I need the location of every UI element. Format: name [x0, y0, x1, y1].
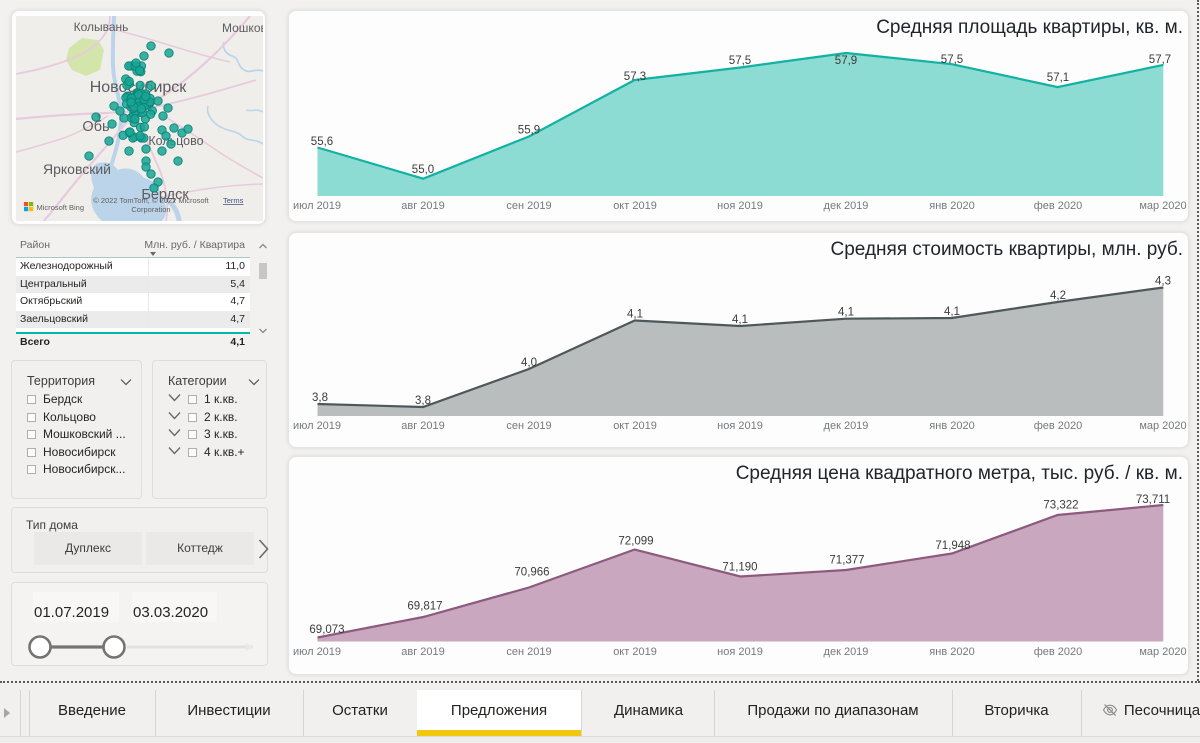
svg-text:мар 2020: мар 2020	[1139, 646, 1186, 658]
svg-text:сен 2019: сен 2019	[506, 200, 551, 212]
svg-text:окт 2019: окт 2019	[613, 646, 657, 658]
svg-text:4,2: 4,2	[1050, 290, 1066, 302]
svg-text:57,9: 57,9	[835, 55, 857, 67]
svg-text:авг 2019: авг 2019	[401, 420, 445, 432]
svg-text:© 2022 TomTom, © 2022 Microsof: © 2022 TomTom, © 2022 Microsoft	[93, 196, 209, 205]
svg-text:Обь: Обь	[82, 119, 109, 135]
svg-text:Terms: Terms	[223, 196, 244, 205]
svg-text:3,8: 3,8	[415, 395, 431, 407]
svg-text:71,190: 71,190	[722, 562, 757, 574]
svg-text:4,1: 4,1	[838, 307, 854, 319]
svg-text:фев 2020: фев 2020	[1034, 200, 1083, 212]
svg-text:Колывань: Колывань	[74, 20, 129, 34]
svg-text:55,0: 55,0	[412, 164, 434, 176]
svg-text:ноя 2019: ноя 2019	[717, 200, 763, 212]
svg-text:73,322: 73,322	[1043, 500, 1078, 512]
svg-text:Кольцово: Кольцово	[148, 134, 203, 148]
svg-text:авг 2019: авг 2019	[401, 200, 445, 212]
svg-text:сен 2019: сен 2019	[506, 420, 551, 432]
svg-text:57,5: 57,5	[941, 54, 963, 66]
svg-text:Corporation: Corporation	[131, 205, 170, 214]
svg-text:окт 2019: окт 2019	[613, 200, 657, 212]
svg-text:57,3: 57,3	[624, 71, 646, 83]
svg-text:4,1: 4,1	[627, 309, 643, 321]
svg-text:мар 2020: мар 2020	[1139, 420, 1186, 432]
svg-text:дек 2019: дек 2019	[824, 646, 869, 658]
svg-text:Ярковский: Ярковский	[43, 161, 111, 177]
svg-text:янв 2020: янв 2020	[929, 200, 974, 212]
svg-text:ноя 2019: ноя 2019	[717, 646, 763, 658]
svg-text:71,948: 71,948	[935, 540, 970, 552]
svg-text:сен 2019: сен 2019	[506, 646, 551, 658]
svg-text:57,7: 57,7	[1149, 54, 1171, 66]
svg-text:Мошково: Мошково	[222, 21, 263, 35]
svg-text:Microsoft Bing: Microsoft Bing	[37, 203, 85, 212]
svg-text:янв 2020: янв 2020	[929, 420, 974, 432]
svg-text:мар 2020: мар 2020	[1139, 200, 1186, 212]
svg-text:71,377: 71,377	[829, 555, 864, 567]
svg-text:4,1: 4,1	[944, 306, 960, 318]
svg-text:июл 2019: июл 2019	[293, 420, 341, 432]
svg-text:июл 2019: июл 2019	[293, 646, 341, 658]
svg-text:70,966: 70,966	[514, 567, 549, 579]
svg-text:4,0: 4,0	[521, 357, 537, 369]
svg-text:69,073: 69,073	[309, 624, 344, 636]
svg-text:дек 2019: дек 2019	[824, 420, 869, 432]
svg-text:4,1: 4,1	[732, 314, 748, 326]
svg-text:ноя 2019: ноя 2019	[717, 420, 763, 432]
svg-text:3,8: 3,8	[312, 392, 328, 404]
svg-text:дек 2019: дек 2019	[824, 200, 869, 212]
svg-text:72,099: 72,099	[618, 536, 653, 548]
svg-text:57,1: 57,1	[1047, 72, 1069, 84]
svg-text:57,5: 57,5	[729, 55, 751, 67]
svg-text:55,6: 55,6	[311, 136, 333, 148]
svg-text:69,817: 69,817	[407, 601, 442, 613]
svg-text:фев 2020: фев 2020	[1034, 420, 1083, 432]
svg-text:73,711: 73,711	[1136, 494, 1170, 506]
svg-text:фев 2020: фев 2020	[1034, 646, 1083, 658]
svg-text:55,9: 55,9	[518, 125, 540, 137]
svg-text:4,3: 4,3	[1155, 276, 1171, 288]
svg-text:июл 2019: июл 2019	[293, 200, 341, 212]
svg-text:окт 2019: окт 2019	[613, 420, 657, 432]
svg-text:янв 2020: янв 2020	[929, 646, 974, 658]
svg-text:авг 2019: авг 2019	[401, 646, 445, 658]
